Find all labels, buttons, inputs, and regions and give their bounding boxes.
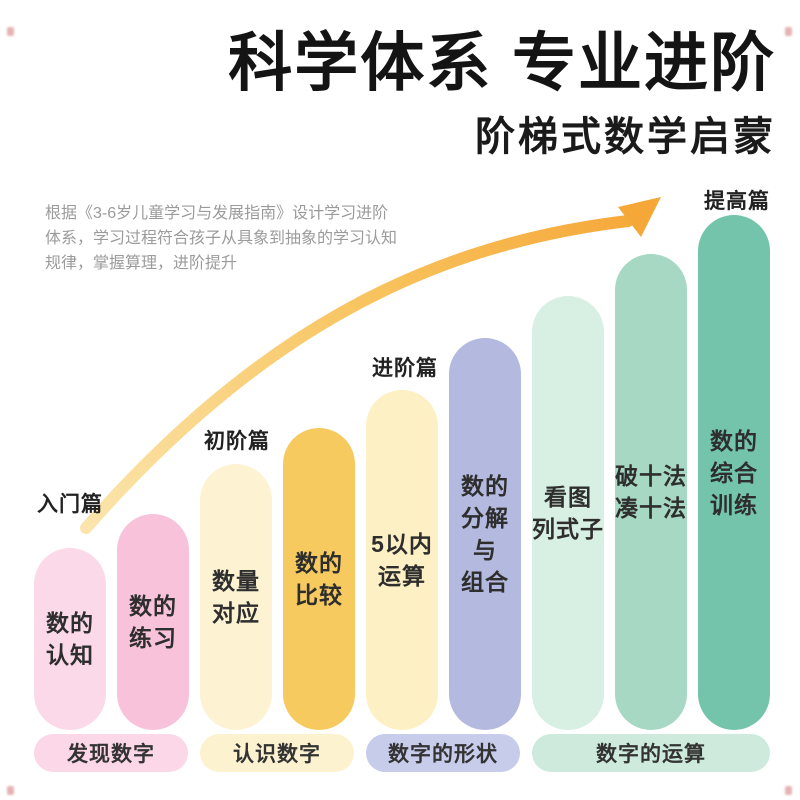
bar-quantity-matching: 数量 对应 [200,464,272,730]
bar-decompose-compose: 数的 分解 与 组合 [449,338,521,730]
arrow-head [618,197,661,237]
bar-number-practice: 数的 练习 [117,514,189,730]
intro-text: 根据《3-6岁儿童学习与发展指南》设计学习进阶 体系，学习过程符合孩子从具象到抽… [45,205,398,272]
bar-picture-equations: 看图 列式子 [532,296,604,730]
bar-label: 数的 比较 [295,550,343,608]
stage-label-advanced: 进阶篇 [372,357,438,380]
bar-number-comparison: 数的 比较 [283,428,355,730]
stage-label-basic: 初阶篇 [204,430,270,453]
category-label: 认识数字 [233,743,321,766]
category-label: 数字的运算 [596,743,706,766]
stage-label-improve: 提高篇 [704,190,770,213]
bar-number-cognition: 数的 认知 [34,548,106,730]
bar-label: 5以内 运算 [371,531,433,589]
bar-label: 数的 认知 [46,610,94,668]
category-pill-discover-numbers: 发现数字 [34,734,188,772]
category-pill-number-shapes: 数字的形状 [366,734,520,772]
bar-label: 数的 练习 [129,593,177,651]
page-subtitle: 阶梯式数学启蒙 [475,115,776,159]
corner-mark [7,786,14,795]
bar-within-5-operations: 5以内 运算 [366,390,438,730]
corner-mark [785,786,792,795]
bar-comprehensive-training: 数的 综合 训练 [698,215,770,730]
category-pill-number-operations: 数字的运算 [532,734,770,772]
bar-label: 数的 综合 训练 [710,427,758,518]
category-pill-recognize-numbers: 认识数字 [200,734,354,772]
corner-mark [785,27,792,36]
corner-mark [7,27,14,36]
category-label: 发现数字 [67,743,155,766]
bar-label: 数的 分解 与 组合 [461,473,509,595]
bar-make-ten-methods: 破十法 凑十法 [615,254,687,730]
bar-label: 看图 列式子 [532,484,604,542]
stage-label-entry: 入门篇 [37,493,103,516]
category-label: 数字的形状 [388,743,498,766]
bar-label: 破十法 凑十法 [615,463,687,521]
page-title: 科学体系 专业进阶 [228,27,776,99]
bar-label: 数量 对应 [212,568,260,626]
